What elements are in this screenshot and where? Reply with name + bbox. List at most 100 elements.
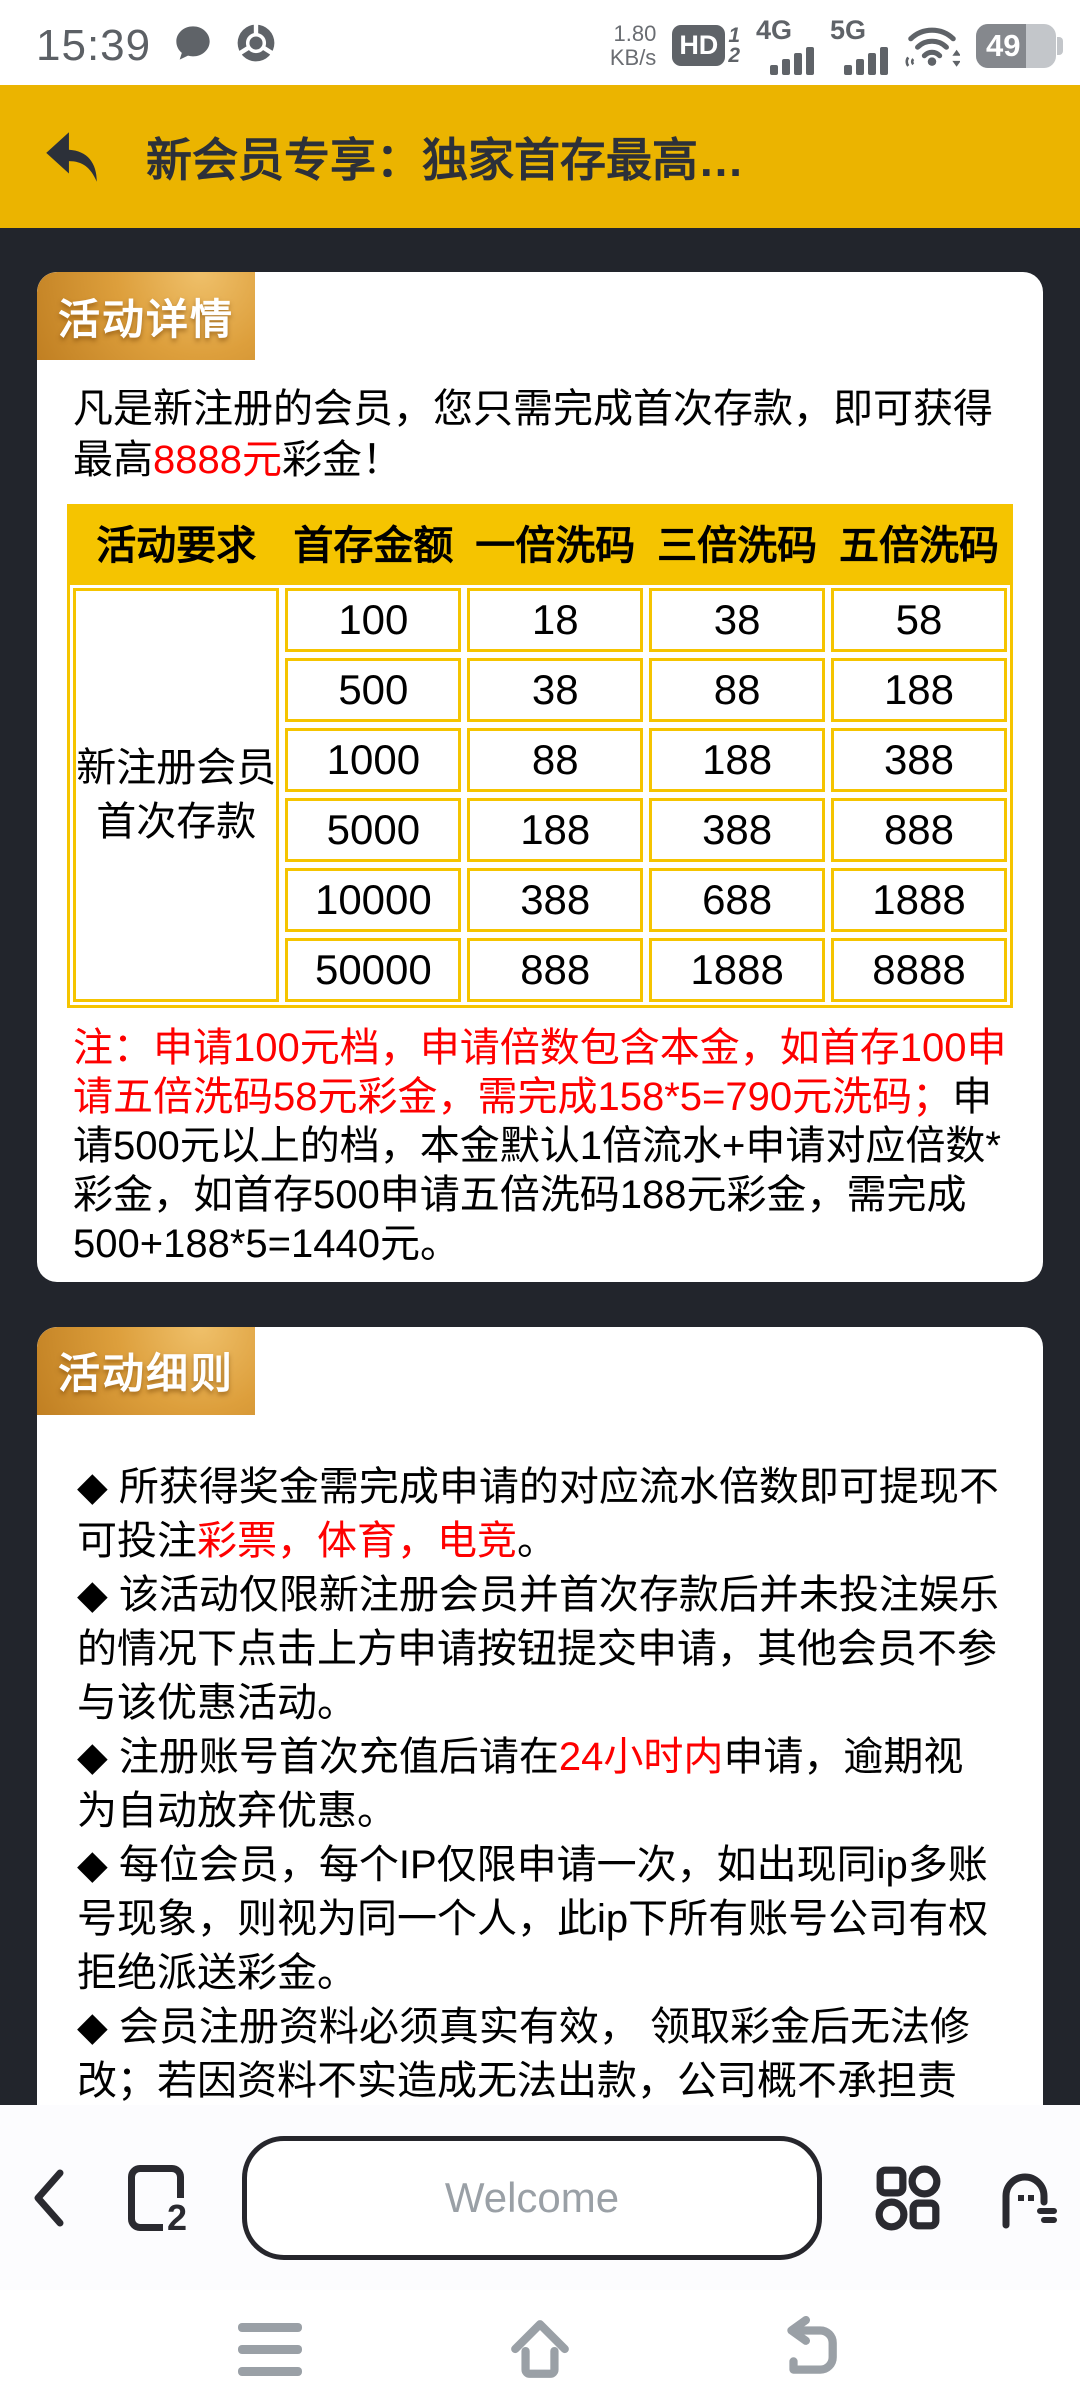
table-cell: 8888 xyxy=(831,937,1007,1002)
text-segment: 申请，逾期视为自动放弃优惠。 xyxy=(77,1734,964,1833)
rule-item: ◆ 该活动仅限新注册会员并首次存款后并未投注娱乐的情况下点击上方申请按钮提交申请… xyxy=(77,1568,1003,1730)
hd-chip: HD xyxy=(672,25,726,66)
profile-face-icon[interactable] xyxy=(994,2165,1060,2231)
text-segment: 。 xyxy=(517,1518,557,1563)
battery-fill xyxy=(976,23,1026,68)
sim1-label: 1 xyxy=(728,23,740,47)
table-header-row: 活动要求 首存金额 一倍洗码 三倍洗码 五倍洗码 xyxy=(70,506,1010,585)
table-cell: 58 xyxy=(831,587,1007,652)
details-card: 活动详情 凡是新注册的会员，您只需完成首次存款，即可获得最高8888元彩金！ 活… xyxy=(37,272,1043,1282)
page-title: 新会员专享：独家首存最高… xyxy=(146,133,744,186)
network-speed-unit: KB/s xyxy=(609,44,657,70)
table-cell: 18 xyxy=(467,587,644,652)
apps-grid-icon[interactable] xyxy=(874,2164,942,2232)
table-cell: 10000 xyxy=(285,867,462,932)
table-cell: 188 xyxy=(831,657,1007,722)
highlighted-text: 彩票，体育，电竞 xyxy=(197,1518,517,1563)
message-bubble-icon xyxy=(173,23,213,68)
back-button[interactable] xyxy=(36,122,106,192)
rule-item: ◆ 会员注册资料必须真实有效， 领取彩金后无法修改；若因资料不实造成无法出款，公… xyxy=(77,2000,1003,2105)
content-area[interactable]: 活动详情 凡是新注册的会员，您只需完成首次存款，即可获得最高8888元彩金！ 活… xyxy=(0,228,1080,2105)
home-button[interactable] xyxy=(405,2290,675,2408)
highlighted-text: 注：申请100元档，申请倍数包含本金，如首存100申请五倍洗码58元彩金，需完成… xyxy=(73,1025,1007,1119)
promo-table: 活动要求 首存金额 一倍洗码 三倍洗码 五倍洗码 新注册会员 首次存款 100 18 38 58 5… xyxy=(67,503,1013,1008)
table-cell: 888 xyxy=(831,797,1007,862)
status-bar-left: 15:39 xyxy=(36,21,277,71)
system-navigation-bar xyxy=(0,2290,1080,2408)
table-cell: 388 xyxy=(649,797,826,862)
signal-4g-label: 4G xyxy=(756,14,793,45)
table-cell: 388 xyxy=(467,867,644,932)
menu-bars-icon xyxy=(237,2322,302,2376)
highlighted-text: 24小时内 xyxy=(558,1734,724,1779)
table-cell: 5000 xyxy=(285,797,462,862)
text-segment: 申请500元以上的档，本金默认1倍流水+申请对应倍数*彩金，如首存500申请五倍… xyxy=(73,1074,1001,1267)
network-speed-indicator: 1.80 KB/s xyxy=(609,20,657,70)
table-cell: 1888 xyxy=(649,937,826,1002)
intro-text: 凡是新注册的会员，您只需完成首次存款，即可获得最高8888元彩金！ xyxy=(73,384,1007,486)
details-banner: 活动详情 xyxy=(37,272,255,360)
network-speed-value: 1.80 xyxy=(613,20,657,46)
rule-item: ◆ 每位会员，每个IP仅限申请一次，如出现同ip多账号现象，则视为同一个人，此i… xyxy=(77,1838,1003,2000)
table-cell: 1000 xyxy=(285,727,462,792)
signal-bars xyxy=(770,46,814,75)
recents-button[interactable] xyxy=(135,2290,405,2408)
table-header-cell: 三倍洗码 xyxy=(657,523,818,568)
table-cell: 388 xyxy=(831,727,1007,792)
table-header-cell: 五倍洗码 xyxy=(839,523,999,568)
table-cell: 188 xyxy=(467,797,644,862)
volte-hd-icon: HD 1 2 xyxy=(672,25,740,66)
battery-percent: 49 xyxy=(986,27,1021,63)
tab-count: 2 xyxy=(162,2197,189,2236)
table-cell: 38 xyxy=(649,587,826,652)
address-bar[interactable]: Welcome xyxy=(242,2135,822,2260)
status-bar: 15:39 1.80 KB/s HD 1 2 xyxy=(0,0,1080,85)
text-segment: ◆ 所获得奖金需完成申请的对应流水倍数即可提现不可投注 xyxy=(77,1464,999,1563)
table-cell: 50000 xyxy=(285,937,462,1002)
signal-4g-icon: 4G xyxy=(756,14,814,75)
signal-5g-icon: 5G xyxy=(830,14,888,75)
text-segment: ◆ 每位会员，每个IP仅限申请一次，如出现同ip多账号现象，则视为同一个人，此i… xyxy=(77,1842,989,1995)
rule-item: ◆ 所获得奖金需完成申请的对应流水倍数即可提现不可投注彩票，体育，电竞。 xyxy=(77,1460,1003,1568)
clock: 15:39 xyxy=(36,20,152,70)
table-header-cell: 首存金额 xyxy=(293,523,454,568)
table-cell: 38 xyxy=(467,657,644,722)
table-cell: 100 xyxy=(285,587,462,652)
table-header-cell: 一倍洗码 xyxy=(475,523,636,568)
status-bar-right: 1.80 KB/s HD 1 2 4G 5G xyxy=(609,14,1063,75)
nav-back-button[interactable] xyxy=(675,2290,945,2408)
table-header-cell: 活动要求 xyxy=(96,523,257,568)
table-cell: 688 xyxy=(649,867,826,932)
address-bar-text: Welcome xyxy=(444,2173,620,2221)
highlighted-text: 8888元 xyxy=(153,437,282,482)
signal-5g-label: 5G xyxy=(830,14,867,45)
note-text: 注：申请100元档，申请倍数包含本金，如首存100申请五倍洗码58元彩金，需完成… xyxy=(73,1024,1007,1282)
reply-arrow-icon xyxy=(46,131,97,182)
table-row-label: 新注册会员 首次存款 xyxy=(73,587,280,1002)
app-header: 新会员专享：独家首存最高… xyxy=(0,85,1080,228)
table-cell: 1888 xyxy=(831,867,1007,932)
tabs-button[interactable]: 2 xyxy=(128,2164,189,2236)
chrome-icon xyxy=(235,22,277,69)
text-segment: ◆ 注册账号首次充值后请在 xyxy=(77,1734,559,1779)
sim2-label: 2 xyxy=(728,43,740,67)
signal-bars xyxy=(844,46,888,75)
battery-icon: 49 xyxy=(976,23,1063,68)
toolbar-back-icon[interactable] xyxy=(30,2165,66,2231)
table-cell: 88 xyxy=(467,727,644,792)
rule-item: ◆ 注册账号首次充值后请在24小时内申请，逾期视为自动放弃优惠。 xyxy=(77,1730,1003,1838)
table-cell: 188 xyxy=(649,727,826,792)
text-segment: 凡是新注册的会员，您只需完成首次存款，即可获得最高 xyxy=(73,387,993,482)
return-arrow-icon xyxy=(787,2316,837,2374)
rules-card: 活动细则 ◆ 所获得奖金需完成申请的对应流水倍数即可提现不可投注彩票，体育，电竞… xyxy=(37,1326,1043,2105)
table-cell: 888 xyxy=(467,937,644,1002)
sim-numbers: 1 2 xyxy=(728,23,740,67)
browser-toolbar: 2 Welcome xyxy=(0,2105,1080,2290)
rules-banner: 活动细则 xyxy=(37,1326,255,1415)
rules-list: ◆ 所获得奖金需完成申请的对应流水倍数即可提现不可投注彩票，体育，电竞。 ◆ 该活… xyxy=(77,1460,1003,2105)
table-body: 新注册会员 首次存款 100 18 38 58 500 38 88 188 1000 88 188 38… xyxy=(70,585,1010,1005)
text-segment: 彩金！ xyxy=(281,437,402,482)
home-icon xyxy=(511,2320,569,2378)
table-cell: 88 xyxy=(649,657,826,722)
